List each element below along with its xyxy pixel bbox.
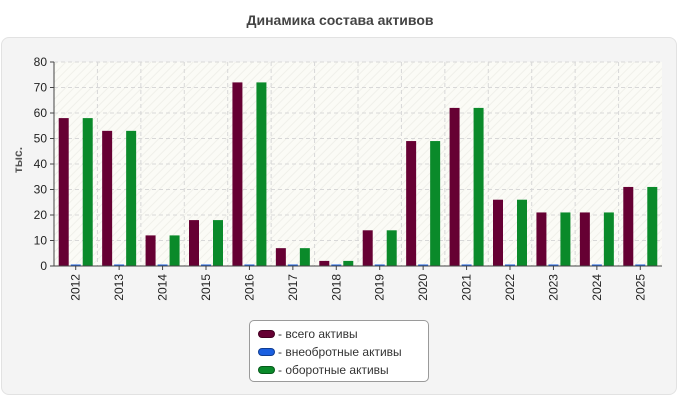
bar — [275, 248, 286, 266]
bar — [603, 212, 614, 266]
x-tick-label: 2017 — [286, 274, 300, 301]
bar — [70, 264, 81, 266]
bar — [623, 186, 634, 266]
bar — [386, 230, 397, 266]
y-tick-label: 50 — [34, 132, 48, 146]
bar — [213, 220, 223, 266]
x-tick-label: 2014 — [156, 274, 170, 301]
bar — [517, 199, 527, 266]
x-tick-label: 2023 — [546, 274, 560, 301]
bar — [591, 264, 602, 266]
bar — [343, 260, 354, 266]
bar — [169, 235, 180, 266]
legend-label: - всего активы — [278, 327, 358, 341]
x-tick-label: 2022 — [503, 274, 517, 301]
x-tick-label: 2025 — [633, 274, 647, 301]
bar — [505, 264, 515, 266]
bar — [362, 230, 373, 266]
x-tick-label: 2015 — [199, 274, 213, 301]
bar — [189, 220, 199, 266]
bar — [331, 264, 342, 266]
bar — [114, 264, 125, 266]
y-tick-label: 10 — [34, 234, 48, 248]
x-tick-label: 2024 — [590, 274, 604, 301]
bar — [430, 141, 441, 266]
legend-item-noncurrent: - внеобротные активы — [250, 343, 428, 361]
x-tick-label: 2018 — [329, 274, 343, 301]
bar — [299, 248, 310, 266]
y-axis-label: тыс. — [11, 147, 25, 173]
bar — [461, 264, 472, 266]
legend-swatch — [258, 330, 275, 338]
bar — [82, 118, 93, 266]
bar — [473, 107, 484, 267]
y-tick-label: 0 — [40, 259, 47, 273]
bar — [126, 130, 137, 266]
y-tick-label: 60 — [34, 106, 48, 120]
bar — [232, 82, 243, 267]
bar — [449, 107, 460, 267]
legend-swatch — [258, 366, 275, 374]
x-tick-label: 2020 — [416, 274, 430, 301]
x-tick-label: 2021 — [460, 274, 474, 301]
legend-item-total: - всего активы — [250, 325, 428, 343]
bar — [536, 212, 547, 266]
x-tick-label: 2019 — [373, 274, 387, 301]
legend-swatch — [258, 348, 275, 356]
bar — [319, 260, 330, 266]
bar — [418, 264, 429, 266]
chart-legend: - всего активы - внеобротные активы - об… — [249, 320, 429, 382]
bar — [58, 118, 69, 266]
x-tick-label: 2016 — [242, 274, 256, 301]
bar — [244, 264, 255, 266]
legend-item-current: - оборотные активы — [250, 361, 428, 379]
legend-label: - внеобротные активы — [278, 345, 402, 359]
y-tick-label: 30 — [34, 183, 48, 197]
y-tick-label: 80 — [34, 55, 48, 69]
bar — [102, 130, 113, 266]
y-tick-label: 70 — [34, 81, 48, 95]
legend-label: - оборотные активы — [278, 363, 389, 377]
bar — [145, 235, 156, 266]
chart-title: Динамика состава активов — [246, 12, 434, 28]
bar — [256, 82, 267, 267]
bar — [157, 264, 168, 266]
bar — [647, 186, 658, 266]
bar — [579, 212, 590, 266]
bar — [406, 141, 417, 266]
bar — [287, 264, 298, 266]
y-tick-label: 40 — [34, 157, 48, 171]
bar — [374, 264, 385, 266]
x-tick-label: 2013 — [112, 274, 126, 301]
bar — [560, 212, 571, 266]
bar — [548, 264, 559, 266]
bar — [493, 199, 503, 266]
y-tick-label: 20 — [34, 208, 48, 222]
bar — [201, 264, 211, 266]
bar — [635, 264, 646, 266]
x-tick-label: 2012 — [69, 274, 83, 301]
